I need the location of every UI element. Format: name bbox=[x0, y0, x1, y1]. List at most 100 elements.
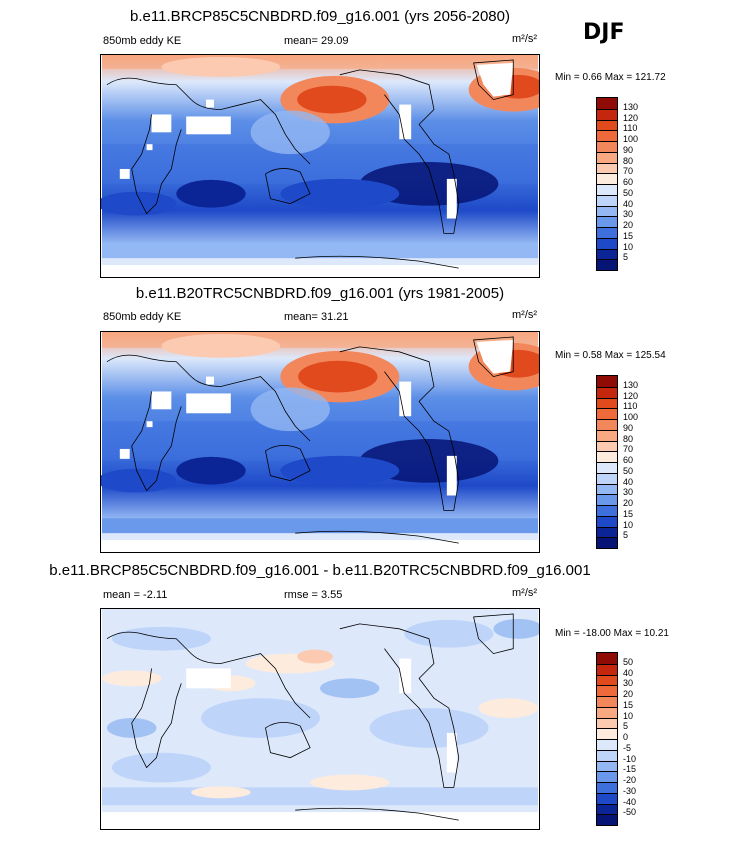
colorbar-swatch bbox=[597, 814, 617, 825]
colorbar-swatch bbox=[597, 696, 617, 707]
colorbar-tick-label: -30 bbox=[623, 785, 637, 796]
colorbar-swatch bbox=[597, 663, 617, 675]
colorbar-swatch bbox=[597, 119, 617, 131]
colorbar-swatch bbox=[597, 376, 617, 387]
colorbar-tick-label: 70 bbox=[623, 166, 634, 177]
colorbar-tick-label: 80 bbox=[623, 155, 634, 166]
colorbar-swatch bbox=[597, 248, 617, 260]
colorbar-tick-label: 15 bbox=[623, 508, 634, 519]
panel-3-minmax: Min = -18.00 Max = 10.21 bbox=[555, 628, 669, 639]
colorbar-tick-label: 20 bbox=[623, 220, 634, 230]
panel-1-mean-label: mean= 29.09 bbox=[284, 35, 349, 47]
colorbar-swatch bbox=[597, 792, 617, 804]
colorbar-swatch bbox=[597, 515, 617, 527]
colorbar-swatch bbox=[597, 760, 617, 772]
colorbar-swatch bbox=[597, 717, 617, 729]
panel-1-map bbox=[100, 54, 540, 278]
colorbar-swatch bbox=[597, 749, 617, 761]
colorbar-tick-label: 120 bbox=[623, 390, 639, 401]
panel-2-map bbox=[100, 331, 540, 553]
colorbar-swatch bbox=[597, 429, 617, 441]
colorbar-swatch bbox=[597, 108, 617, 120]
colorbar-swatch bbox=[597, 184, 617, 195]
colorbar-swatch bbox=[597, 462, 617, 473]
colorbar-tick-label: -15 bbox=[623, 764, 637, 775]
colorbar-tick-label: 100 bbox=[623, 134, 639, 144]
colorbar-tick-label: -20 bbox=[623, 775, 637, 785]
panel-2-coastlines bbox=[106, 336, 514, 544]
colorbar-swatch bbox=[597, 227, 617, 238]
colorbar-tick-label: -40 bbox=[623, 796, 637, 807]
panel-3-rmse-label: rmse = 3.55 bbox=[284, 589, 343, 601]
colorbar-swatch bbox=[597, 803, 617, 815]
colorbar-tick-label: 110 bbox=[623, 123, 638, 134]
colorbar-swatch bbox=[597, 706, 617, 718]
colorbar-tick-label: -10 bbox=[623, 753, 637, 764]
colorbar-tick-label: 100 bbox=[623, 412, 639, 422]
colorbar-swatch bbox=[597, 537, 617, 548]
colorbar-swatch bbox=[597, 194, 617, 206]
panel-3-masked-region-tibet bbox=[186, 668, 231, 689]
colorbar-swatch bbox=[597, 440, 617, 452]
colorbar-swatch bbox=[597, 494, 617, 505]
colorbar-tick-label: 5 bbox=[623, 530, 629, 541]
colorbar-swatch bbox=[597, 472, 617, 484]
panel-1-variable-label: 850mb eddy KE bbox=[103, 35, 182, 47]
colorbar-swatch bbox=[597, 505, 617, 516]
colorbar-swatch bbox=[597, 728, 617, 739]
colorbar-tick-label: 30 bbox=[623, 487, 634, 498]
colorbar-tick-label: 10 bbox=[623, 241, 634, 252]
colorbar-swatch bbox=[597, 739, 617, 750]
colorbar-tick-label: -5 bbox=[623, 742, 632, 753]
colorbar-tick-label: 20 bbox=[623, 498, 634, 508]
colorbar-tick-label: 90 bbox=[623, 144, 634, 155]
panel-2-minmax: Min = 0.58 Max = 125.54 bbox=[555, 350, 666, 361]
panel-2-masked-region-tibet bbox=[186, 393, 231, 414]
panel-2-units: m²/s² bbox=[512, 309, 538, 321]
colorbar-swatch bbox=[597, 526, 617, 538]
colorbar-tick-label: 70 bbox=[623, 444, 634, 455]
season-label: DJF bbox=[583, 20, 625, 45]
colorbar-swatch bbox=[597, 173, 617, 184]
colorbar-tick-label: 60 bbox=[623, 455, 634, 465]
colorbar-tick-label: 20 bbox=[623, 689, 634, 699]
colorbar-tick-label: 10 bbox=[623, 710, 634, 721]
colorbar-swatch bbox=[597, 162, 617, 174]
panel-1-units: m²/s² bbox=[512, 33, 538, 45]
colorbar-tick-label: 10 bbox=[623, 519, 634, 530]
colorbar-tick-label: 0 bbox=[623, 732, 629, 742]
panel-2-colorbar: 130 120 110 100 90 80 70 60 50 40 30 20 15 10 5 bbox=[596, 375, 638, 549]
colorbar-swatch bbox=[597, 685, 617, 696]
colorbar-swatch bbox=[597, 216, 617, 227]
colorbar-swatch bbox=[597, 397, 617, 409]
colorbar-tick-label: 80 bbox=[623, 433, 634, 444]
colorbar-swatch bbox=[597, 151, 617, 163]
colorbar-tick-label: 40 bbox=[623, 198, 634, 209]
colorbar-tick-label: 130 bbox=[623, 379, 639, 390]
panel-3-map bbox=[100, 608, 540, 830]
colorbar-tick-label: 40 bbox=[623, 476, 634, 487]
colorbar-tick-label: 50 bbox=[623, 465, 634, 476]
panel-1-minmax: Min = 0.66 Max = 121.72 bbox=[555, 72, 666, 83]
colorbar-swatch bbox=[597, 259, 617, 270]
panel-3-units: m²/s² bbox=[512, 587, 538, 599]
panel-3-title: b.e11.BRCP85C5CNBDRD.f09_g16.001 - b.e11… bbox=[49, 562, 591, 579]
colorbar-swatch bbox=[597, 771, 617, 782]
colorbar-tick-label: -50 bbox=[623, 807, 637, 818]
colorbar-swatch bbox=[597, 141, 617, 152]
panel-2-variable-label: 850mb eddy KE bbox=[103, 311, 182, 323]
colorbar-tick-label: 130 bbox=[623, 101, 639, 112]
colorbar-tick-label: 60 bbox=[623, 177, 634, 187]
panel-3-mean-label: mean = -2.11 bbox=[103, 589, 168, 601]
colorbar-swatch bbox=[597, 674, 617, 686]
colorbar-tick-label: 90 bbox=[623, 422, 634, 433]
colorbar-swatch bbox=[597, 782, 617, 793]
colorbar-tick-label: 5 bbox=[623, 252, 629, 263]
colorbar-tick-label: 30 bbox=[623, 678, 634, 689]
panel-2-title: b.e11.B20TRC5CNBDRD.f09_g16.001 (yrs 198… bbox=[135, 285, 505, 302]
colorbar-tick-label: 50 bbox=[623, 187, 634, 198]
panel-1-coastlines bbox=[106, 59, 514, 269]
panel-2-mean-label: mean= 31.21 bbox=[284, 311, 349, 323]
colorbar-tick-label: 40 bbox=[623, 667, 634, 678]
colorbar-swatch bbox=[597, 386, 617, 398]
